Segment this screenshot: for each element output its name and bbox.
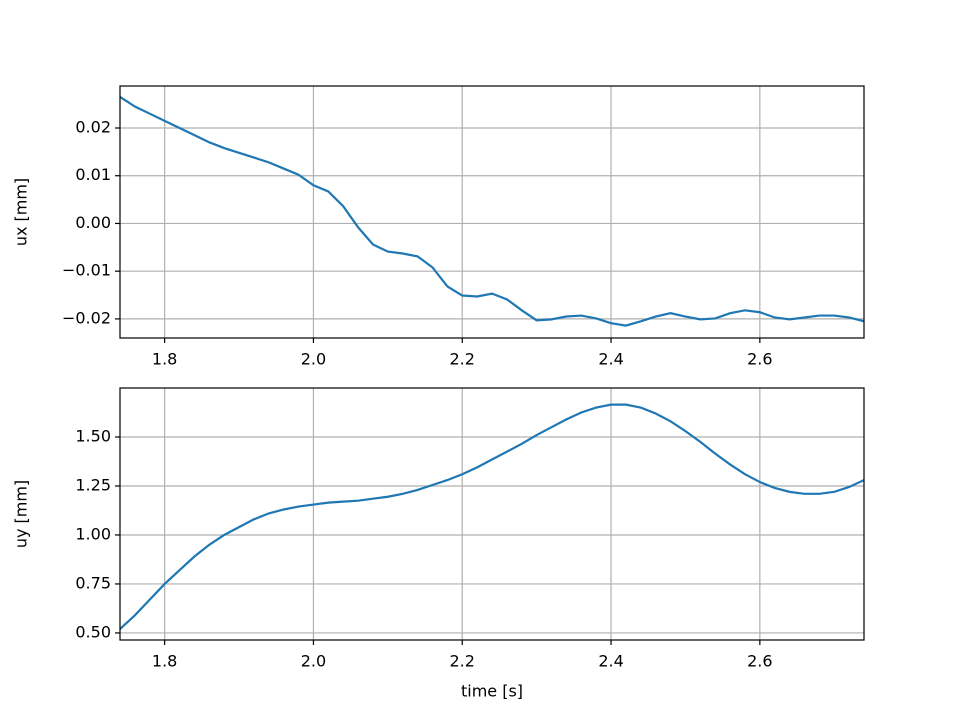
x-tick-label: 2.4 [598, 652, 623, 671]
x-tick-label: 2.2 [450, 350, 475, 369]
x-tick-label: 2.0 [301, 350, 326, 369]
y-tick-label: 0.50 [75, 622, 111, 641]
x-tick-label: 2.6 [747, 350, 772, 369]
y-axis-label: ux [mm] [12, 178, 31, 246]
y-tick-label: 0.00 [75, 213, 111, 232]
y-tick-label: 0.02 [75, 118, 111, 137]
x-tick-label: 2.4 [598, 350, 623, 369]
y-tick-label: −0.02 [62, 308, 111, 327]
y-tick-label: 0.75 [75, 573, 111, 592]
x-tick-label: 1.8 [152, 350, 177, 369]
y-tick-label: −0.01 [62, 261, 111, 280]
y-tick-label: 0.01 [75, 165, 111, 184]
y-tick-label: 1.25 [75, 475, 111, 494]
x-tick-label: 2.6 [747, 652, 772, 671]
data-line [120, 403, 864, 630]
x-tick-label: 2.0 [301, 652, 326, 671]
x-tick-label: 2.2 [450, 652, 475, 671]
y-axis-label: uy [mm] [12, 480, 31, 548]
subplot: 1.8 2.0 2.2 2.4 2.6 0.50 0.75 1.00 1.25 1.50 uy [m… [12, 387, 865, 701]
x-tick-label: 1.8 [152, 652, 177, 671]
axes-frame [119, 387, 865, 641]
y-tick-label: 1.50 [75, 426, 111, 445]
x-axis-label: time [s] [461, 682, 523, 701]
data-line [120, 96, 864, 327]
y-tick-label: 1.00 [75, 524, 111, 543]
subplot: 1.8 2.0 2.2 2.4 2.6 −0.02 −0.01 0.00 0.01 0.02 ux … [12, 85, 865, 369]
axes-frame [119, 85, 865, 339]
